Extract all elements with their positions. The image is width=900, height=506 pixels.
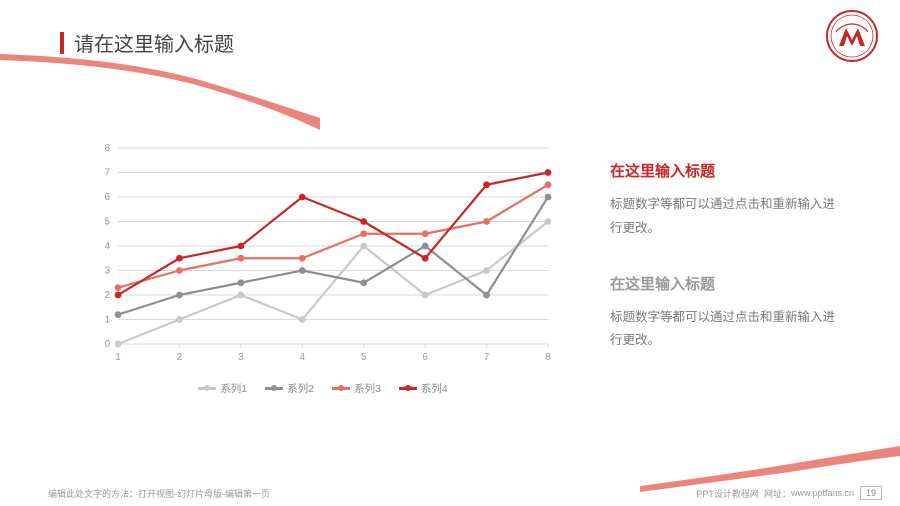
chart-legend: 系列1 系列2 系列3 系列4 [88,381,558,396]
side-content: 在这里输入标题 标题数字等都可以通过点击和重新输入进行更改。 在这里输入标题 标… [610,160,840,385]
footer-site-label: 网址： [764,487,791,500]
footer-right: PPT设计教程网 网址： www.pptfans.cn 19 [696,486,882,500]
svg-text:7: 7 [104,168,110,179]
legend-swatch [332,387,350,389]
side-title-1[interactable]: 在这里输入标题 [610,160,840,181]
logo-icon [826,10,878,62]
svg-text:6: 6 [104,192,110,203]
svg-text:8: 8 [545,352,551,363]
svg-text:4: 4 [300,352,306,363]
side-section-2: 在这里输入标题 标题数字等都可以通过点击和重新输入进行更改。 [610,273,840,354]
footer-hint: 编辑此处文字的方法：打开视图-幻灯片母版-编辑第一页 [48,487,270,500]
svg-text:2: 2 [177,352,183,363]
svg-text:5: 5 [361,352,367,363]
legend-swatch [399,387,417,389]
title-accent-bar [60,32,64,54]
line-chart: 01234567812345678 系列1系列2系列3系列4 [88,140,558,410]
svg-text:8: 8 [104,143,110,154]
side-body-2[interactable]: 标题数字等都可以通过点击和重新输入进行更改。 [610,306,840,354]
legend-item: 系列3 [332,381,381,396]
svg-text:4: 4 [104,241,110,252]
legend-item: 系列4 [399,381,448,396]
page-number: 19 [860,486,882,500]
legend-swatch [198,387,216,389]
slide: 请在这里输入标题 01234567812345678 系列1系列2系列3系列4 … [0,0,900,506]
side-section-1: 在这里输入标题 标题数字等都可以通过点击和重新输入进行更改。 [610,160,840,241]
svg-text:3: 3 [238,352,244,363]
slide-title[interactable]: 请在这里输入标题 [74,28,234,57]
svg-text:3: 3 [104,266,110,277]
legend-label: 系列2 [287,381,314,396]
footer-site-link[interactable]: www.pptfans.cn [791,488,854,498]
svg-text:0: 0 [104,339,110,350]
slide-header: 请在这里输入标题 [60,28,234,57]
legend-item: 系列1 [198,381,247,396]
decor-curve-top [0,60,320,130]
chart-canvas: 01234567812345678 [88,140,558,370]
side-title-2[interactable]: 在这里输入标题 [610,273,840,294]
legend-label: 系列1 [220,381,247,396]
svg-text:2: 2 [104,290,110,301]
legend-swatch [265,387,283,389]
svg-text:7: 7 [484,352,490,363]
svg-text:5: 5 [104,217,110,228]
svg-text:1: 1 [104,315,110,326]
legend-label: 系列4 [421,381,448,396]
decor-curve-bottom [640,446,900,486]
side-body-1[interactable]: 标题数字等都可以通过点击和重新输入进行更改。 [610,193,840,241]
legend-item: 系列2 [265,381,314,396]
svg-text:6: 6 [422,352,428,363]
footer-brand: PPT设计教程网 [696,487,759,500]
footer: 编辑此处文字的方法：打开视图-幻灯片母版-编辑第一页 PPT设计教程网 网址： … [48,486,882,500]
legend-label: 系列3 [354,381,381,396]
svg-text:1: 1 [115,352,121,363]
